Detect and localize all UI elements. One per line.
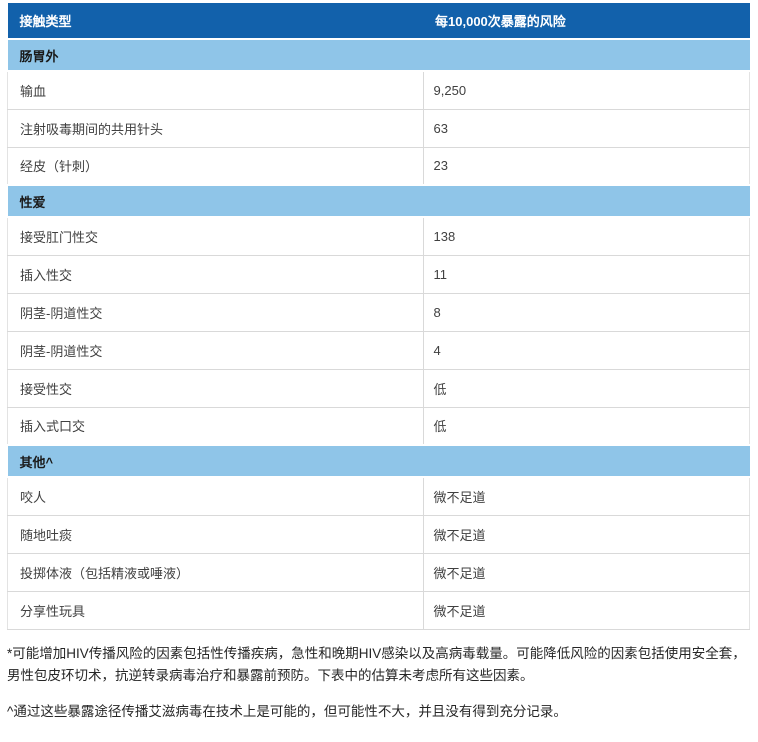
exposure-type-cell: 插入性交 — [7, 255, 424, 294]
risk-value-cell: 低 — [423, 369, 751, 408]
table-header: 接触类型 每10,000次暴露的风险 — [7, 3, 750, 40]
risk-value-cell: 9,250 — [423, 71, 751, 110]
risk-value-cell: 4 — [423, 331, 751, 370]
table-row: 随地吐痰 微不足道 — [7, 515, 751, 554]
section-title: 肠胃外 — [7, 38, 750, 72]
risk-value-cell: 23 — [423, 147, 751, 186]
table-body: 肠胃外 输血 9,250 注射吸毒期间的共用针头 63 经皮（针刺） 23 性爱 接受肛门性交 1… — [7, 38, 751, 630]
footnote-caret: ^通过这些暴露途径传播艾滋病毒在技术上是可能的，但可能性不大，并且没有得到充分记… — [7, 704, 567, 720]
table-row: 咬人 微不足道 — [7, 477, 751, 516]
risk-value-cell: 微不足道 — [423, 477, 751, 516]
column-header-exposure-type: 接触类型 — [7, 3, 424, 40]
table-row: 经皮（针刺） 23 — [7, 147, 751, 186]
table-row: 阴茎-阴道性交 8 — [7, 293, 751, 332]
exposure-type-cell: 经皮（针刺） — [7, 147, 424, 186]
section-title: 性爱 — [7, 184, 750, 218]
risk-value-cell: 微不足道 — [423, 553, 751, 592]
section-header-row: 性爱 — [7, 184, 750, 218]
table-row: 接受性交低 — [7, 369, 751, 408]
exposure-type-cell: 注射吸毒期间的共用针头 — [7, 109, 424, 148]
exposure-type-cell: 插入式口交 — [7, 407, 424, 446]
exposure-type-cell: 分享性玩具 — [7, 591, 424, 630]
header-row: 接触类型 每10,000次暴露的风险 — [7, 3, 750, 40]
exposure-type-cell: 输血 — [7, 71, 424, 110]
footnotes: *可能增加HIV传播风险的因素包括性传播疾病，急性和晚期HIV感染以及高病毒载量… — [7, 643, 752, 724]
risk-value-cell: 8 — [423, 293, 751, 332]
table-row: 接受肛门性交 138 — [7, 217, 751, 256]
table-row: 插入性交 11 — [7, 255, 751, 294]
section-title: 其他^ — [7, 444, 750, 478]
table-row: 投掷体液（包括精液或唾液） 微不足道 — [7, 553, 751, 592]
exposure-type-cell: 阴茎-阴道性交 — [7, 293, 424, 332]
table-row: 注射吸毒期间的共用针头 63 — [7, 109, 751, 148]
footnote-asterisk: *可能增加HIV传播风险的因素包括性传播疾病，急性和晚期HIV感染以及高病毒载量… — [7, 645, 746, 683]
risk-value-cell: 138 — [423, 217, 751, 256]
section-header-row: 其他^ — [7, 444, 750, 478]
exposure-type-cell: 咬人 — [7, 477, 424, 516]
risk-value-cell: 微不足道 — [423, 591, 751, 630]
risk-value-cell: 低 — [423, 407, 751, 446]
table-row: 分享性玩具 微不足道 — [7, 591, 751, 630]
risk-value-cell: 微不足道 — [423, 515, 751, 554]
exposure-type-cell: 接受肛门性交 — [7, 217, 424, 256]
exposure-type-cell: 随地吐痰 — [7, 515, 424, 554]
table-row: 输血 9,250 — [7, 71, 751, 110]
exposure-type-cell: 阴茎-阴道性交 — [7, 331, 424, 370]
exposure-type-cell: 投掷体液（包括精液或唾液） — [7, 553, 424, 592]
risk-value-cell: 11 — [423, 255, 751, 294]
hiv-risk-table: 接触类型 每10,000次暴露的风险 肠胃外 输血 9,250 注射吸毒期间的共用针头… — [7, 3, 751, 630]
table-row: 阴茎-阴道性交 4 — [7, 331, 751, 370]
section-header-row: 肠胃外 — [7, 38, 750, 72]
exposure-type-cell: 接受性交 — [7, 369, 424, 408]
risk-value-cell: 63 — [423, 109, 751, 148]
column-header-risk: 每10,000次暴露的风险 — [423, 3, 750, 40]
table-row: 插入式口交低 — [7, 407, 751, 446]
